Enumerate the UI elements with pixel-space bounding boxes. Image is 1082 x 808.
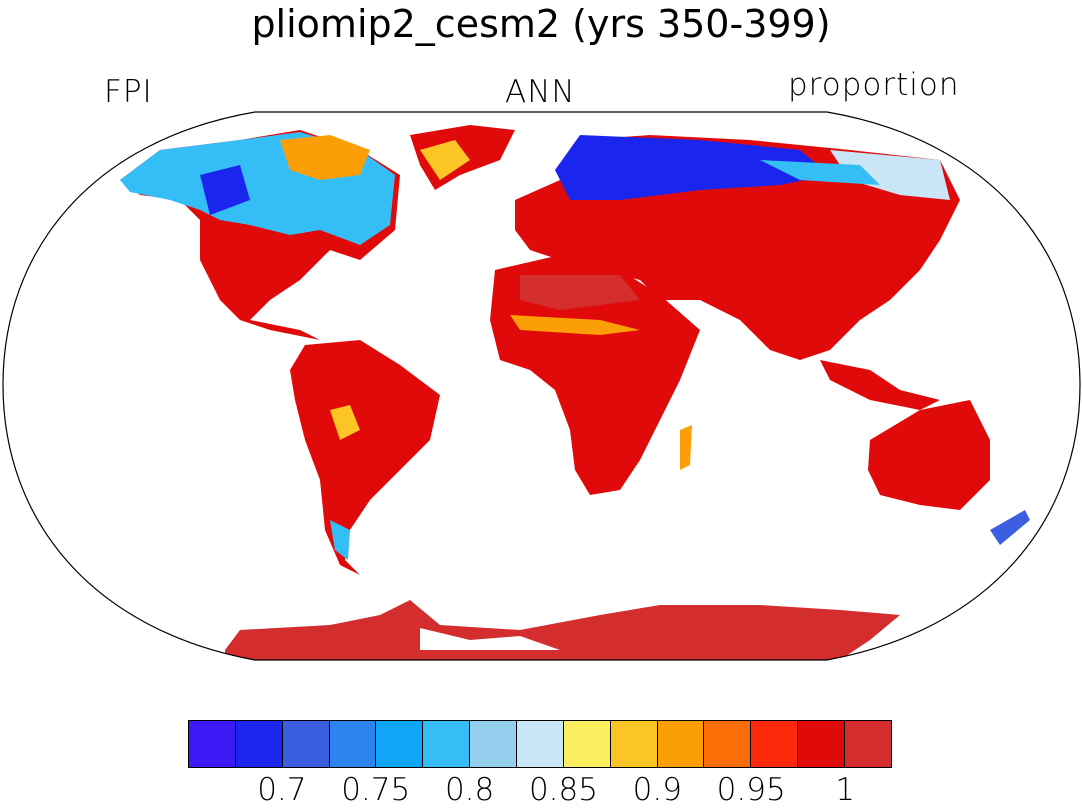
south-america-yellow: [330, 405, 360, 440]
colorbar-tick-label: 0.9: [632, 772, 682, 808]
season-label: ANN: [505, 74, 576, 110]
colorbar-cell: [235, 721, 283, 767]
colorbar-tick-label: 0.85: [528, 772, 598, 808]
australia-land: [868, 400, 990, 510]
canada-blue-band: [200, 165, 250, 215]
variable-label: FPI: [104, 74, 153, 110]
new-zealand-land: [990, 510, 1030, 545]
colorbar-cell: [845, 721, 891, 767]
world-map: [2, 111, 1081, 661]
south-america-land: [290, 340, 440, 575]
sahel-band: [510, 315, 640, 335]
antarctica-gap: [420, 628, 560, 650]
se-asia-islands: [820, 360, 940, 410]
colorbar: [188, 720, 892, 768]
siberia-light: [830, 150, 950, 200]
colorbar-cell: [329, 721, 377, 767]
colorbar-cell: [563, 721, 611, 767]
sahara-region: [520, 275, 640, 310]
colorbar-tick-label: 0.95: [716, 772, 786, 808]
units-label: proportion: [788, 67, 960, 103]
colorbar-cell: [610, 721, 658, 767]
colorbar-tick-label: 0.7: [257, 772, 307, 808]
canada-warm-patch: [280, 135, 370, 180]
colorbar-tick-label: 0.8: [444, 772, 495, 808]
siberia-mid: [760, 160, 880, 185]
colorbar-cell: [470, 721, 518, 767]
colorbar-cell: [376, 721, 424, 767]
greenland-patch: [420, 140, 470, 180]
colorbar-cell: [423, 721, 471, 767]
colorbar-cell: [704, 721, 752, 767]
northern-eurasia-cold: [555, 135, 830, 200]
colorbar-cell: [282, 721, 330, 767]
antarctica-land: [225, 600, 900, 660]
colorbar-cell: [751, 721, 799, 767]
colorbar-cell: [798, 721, 846, 767]
colorbar-tick-label: 1: [835, 772, 855, 808]
map-title: pliomip2_cesm2 (yrs 350-399): [251, 2, 831, 46]
colorbar-cell: [657, 721, 705, 767]
colorbar-cell: [517, 721, 564, 767]
colorbar-cell: [189, 721, 236, 767]
africa-land: [490, 255, 700, 495]
globe-outline: [2, 111, 1081, 661]
madagascar-land: [680, 425, 692, 470]
colorbar-tick-label: 0.75: [341, 772, 411, 808]
south-america-tip: [330, 520, 350, 560]
